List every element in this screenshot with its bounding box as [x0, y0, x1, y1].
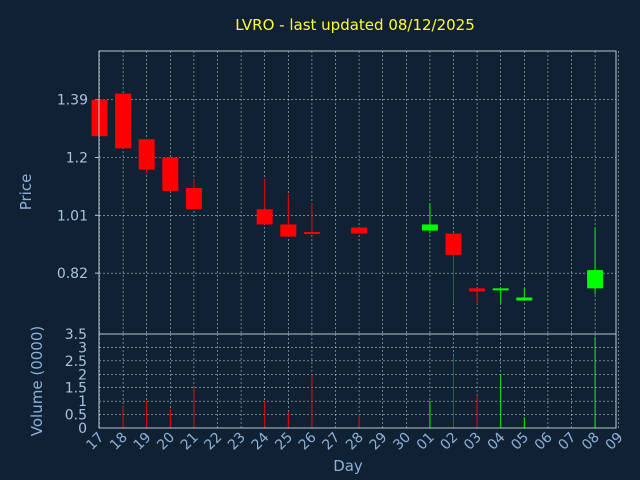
candle-body-19 — [138, 139, 155, 170]
volume-tick-label: 1 — [78, 394, 87, 410]
x-tick-label: 08 — [579, 430, 603, 454]
candles — [91, 93, 604, 304]
x-ticks: 17 18 19 20 21 22 23 24 25 26 27 28 29 30 01 02 03 04 05 06… — [83, 429, 626, 453]
x-tick-label: 04 — [485, 429, 509, 453]
candle-body-26 — [303, 232, 320, 235]
volume-bars — [122, 336, 596, 428]
candle-body-21 — [185, 187, 202, 210]
x-tick-label: 23 — [225, 430, 249, 454]
x-tick-label: 30 — [390, 430, 414, 454]
candle-body-01 — [421, 224, 438, 231]
x-tick-label: 28 — [343, 430, 367, 454]
volume-axis-label: Volume (0000) — [28, 326, 46, 436]
price-panel-frame — [98, 50, 617, 335]
x-tick-label: 27 — [319, 430, 343, 454]
x-tick-label: 21 — [178, 430, 202, 454]
x-tick-label: 29 — [367, 430, 391, 454]
volume-tick-label: 1.5 — [65, 381, 87, 397]
candle-body-02 — [445, 233, 462, 255]
x-tick-label: 22 — [201, 430, 225, 454]
x-tick-label: 18 — [107, 430, 131, 454]
x-tick-label: 07 — [555, 430, 579, 454]
x-tick-label: 05 — [508, 430, 532, 454]
candle-body-25 — [280, 224, 297, 237]
x-tick-label: 19 — [131, 430, 155, 454]
volume-panel-frame — [98, 333, 617, 429]
x-tick-label: 25 — [272, 430, 296, 454]
volume-ticks: 00.511.522.533.5 — [65, 327, 87, 437]
volume-tick-label: 3 — [78, 340, 87, 356]
price-ticks: 0.82 1.01 1.2 1.39 — [57, 93, 99, 282]
price-tick-label: 1.39 — [57, 93, 88, 109]
candle-body-20 — [162, 157, 179, 191]
volume-grid — [99, 333, 620, 429]
x-tick-label: 09 — [603, 430, 627, 454]
volume-tick-label: 2.5 — [65, 354, 87, 370]
x-axis-label: Day — [333, 457, 363, 475]
x-tick-label: 06 — [532, 429, 556, 453]
price-tick-label: 1.01 — [57, 208, 88, 224]
price-grid — [99, 51, 620, 334]
x-tick-label: 24 — [249, 429, 273, 453]
price-axis-label: Price — [17, 174, 35, 211]
chart-title: LVRO - last updated 08/12/2025 — [235, 16, 475, 34]
candle-body-03 — [469, 288, 486, 292]
price-tick-label: 1.2 — [66, 151, 88, 167]
volume-tick-label: 3.5 — [65, 327, 87, 343]
x-tick-label: 01 — [414, 430, 438, 454]
candle-body-24 — [256, 209, 273, 225]
volume-tick-label: 0 — [78, 421, 87, 437]
x-tick-label: 20 — [154, 430, 178, 454]
candle-body-18 — [115, 93, 132, 149]
volume-tick-label: 2 — [78, 367, 87, 383]
x-tick-label: 26 — [296, 429, 320, 453]
volume-tick-label: 0.5 — [65, 408, 87, 424]
candle-body-28 — [351, 227, 368, 234]
x-tick-label: 03 — [461, 430, 485, 454]
candle-body-05 — [516, 297, 533, 301]
price-tick-label: 0.82 — [57, 266, 88, 282]
candle-body-08 — [587, 270, 604, 289]
candle-body-04 — [492, 288, 509, 291]
x-tick-label: 02 — [437, 430, 461, 454]
